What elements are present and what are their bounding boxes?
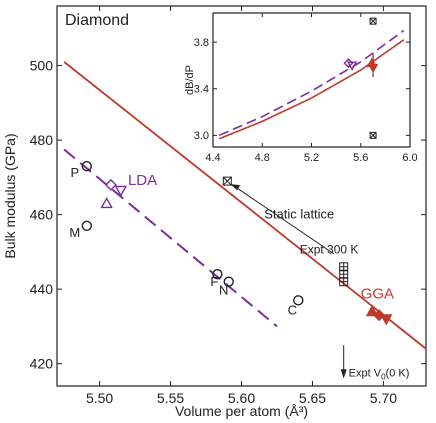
inset-plot: 4.4 4.8 5.2 5.6 6.0 3.0 3.4 3.8 dB/dP [184, 12, 418, 164]
lda-line [63, 148, 278, 328]
inset-x-tick-label: 4.8 [255, 152, 270, 164]
inset-x-tick-label: 4.4 [205, 152, 220, 164]
point-label: C [288, 302, 297, 317]
inset-x-tick-label: 5.6 [353, 152, 368, 164]
inset-y-tick-label: 3.8 [194, 37, 209, 49]
static-lattice-arrow [233, 185, 335, 255]
static-lattice-arrowhead [230, 184, 241, 191]
x-axis-label: Volume per atom (Å³) [175, 403, 308, 419]
inset-point-square-x-cross [369, 17, 377, 25]
main-x-tick-label: 5.70 [370, 390, 397, 406]
main-y-tick-label: 420 [30, 356, 54, 372]
main-y-tick-label: 440 [30, 281, 54, 297]
inset-background [213, 13, 410, 147]
data-point-circle [212, 269, 223, 280]
data-point-square-grid-grid [339, 262, 348, 271]
data-point-circle [81, 220, 93, 232]
point-label: M [69, 225, 80, 240]
point-label: N [219, 283, 228, 298]
y-axis-label: Bulk modulus (GPa) [2, 133, 18, 258]
data-point-square-grid-grid [339, 270, 348, 279]
data-point-square-grid-grid [339, 277, 348, 286]
data-point-square-x-cross [222, 176, 232, 186]
data-point-square-x [222, 176, 232, 186]
inset-series-1 [218, 29, 405, 137]
data-point-circle [81, 160, 93, 172]
inset-x-tick-label: 6.0 [402, 152, 417, 164]
data-point-circle [293, 295, 304, 306]
main-x-tick-label: 5.50 [86, 390, 113, 406]
expt-v0-arrowhead [340, 369, 347, 379]
data-point-triangle-filled [365, 305, 379, 317]
expt-v0-label: Expt V0(0 K) [349, 368, 410, 382]
data-point-triangle-down-filled [380, 314, 393, 326]
main-x-tick-label: 5.65 [299, 390, 326, 406]
point-label: P [70, 165, 79, 180]
data-point-triangle-down-open [114, 185, 128, 197]
gga-line-label: GGA [361, 285, 394, 302]
data-point-triangle-open [100, 197, 113, 209]
inset-point-square-x-cross [369, 131, 377, 139]
chart-title: Diamond [65, 12, 129, 29]
data-point-diamond-open [104, 178, 117, 191]
inset-y-tick-label: 3.4 [194, 84, 209, 96]
inset-point-triangle-down-filled [367, 63, 379, 74]
data-point-circle [223, 276, 234, 287]
inset-series-0 [218, 39, 405, 140]
main-x-tick-label: 5.55 [157, 390, 184, 406]
main-x-tick-label: 5.60 [228, 390, 255, 406]
inset-point-triangle-down-open [346, 61, 358, 71]
inset-x-tick-label: 5.2 [304, 152, 319, 164]
main-y-tick-label: 460 [30, 207, 54, 223]
main-plot: 5.50 5.55 5.60 5.65 5.70 420 440 460 480 500 Diamo… [2, 5, 427, 419]
inset-y-axis-label: dB/dP [184, 65, 196, 95]
gga-line [63, 61, 427, 350]
inset-point-square-x [369, 131, 377, 139]
data-point-diamond-filled [373, 309, 386, 322]
expt-300k-label: Expt 300 K [300, 243, 359, 257]
point-label: F [210, 274, 218, 289]
inset-y-tick-label: 3.0 [194, 130, 209, 142]
inset-point-square-x [369, 17, 377, 25]
main-y-tick-label: 480 [30, 132, 54, 148]
main-y-tick-label: 500 [30, 58, 54, 74]
static-lattice-label: Static lattice [264, 206, 334, 221]
lda-line-label: LDA [128, 172, 157, 189]
